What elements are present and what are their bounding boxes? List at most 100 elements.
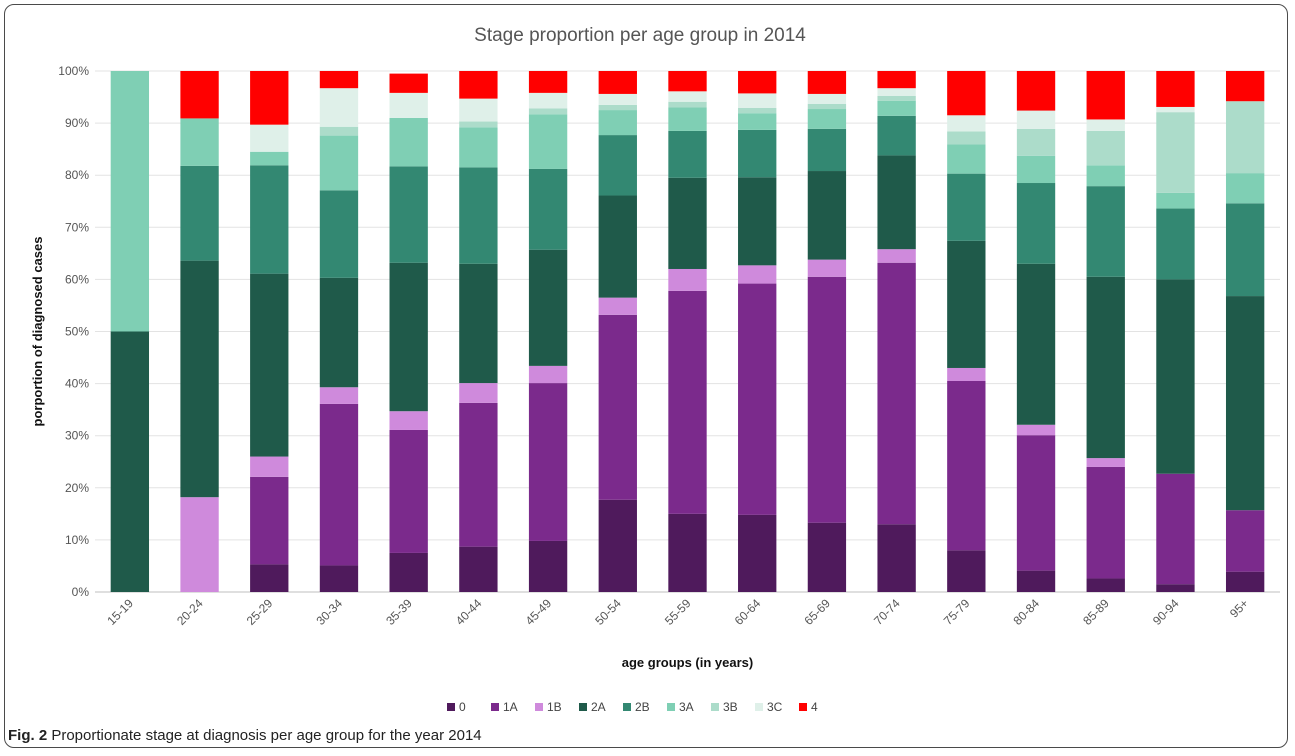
bar-segment-3b <box>877 96 916 101</box>
x-tick-label: 55-59 <box>662 596 694 628</box>
bar-segment-1b <box>250 456 289 477</box>
bar-segment-0 <box>319 565 359 592</box>
x-tick-label: 85-89 <box>1080 596 1112 628</box>
bar-segment-2a <box>180 260 219 498</box>
bar-segment-3a <box>1086 165 1125 187</box>
legend-label-1a: 1A <box>503 700 518 714</box>
bar-segment-1a <box>1156 473 1195 585</box>
bar-segment-1a <box>807 276 847 523</box>
y-tick-label: 100% <box>58 64 89 78</box>
y-tick-label: 40% <box>65 377 89 391</box>
bar-segment-4 <box>1016 71 1056 111</box>
bar-segment-2a <box>1156 279 1195 474</box>
bar-segment-2a <box>319 277 359 388</box>
x-tick-label: 15-19 <box>104 596 136 628</box>
bar-segment-3b <box>528 108 568 115</box>
bar-segment-3c <box>1016 110 1056 129</box>
bar-segment-2b <box>459 167 498 264</box>
bar-segment-3c <box>459 98 498 122</box>
caption-text: Proportionate stage at diagnosis per age… <box>47 727 482 744</box>
bar-segment-3a <box>738 113 777 130</box>
x-tick-label: 65-69 <box>801 596 833 628</box>
bar-segment-1a <box>319 403 359 566</box>
y-tick-label: 0% <box>72 585 90 599</box>
legend-label-4: 4 <box>811 700 818 714</box>
x-tick-label: 45-49 <box>523 596 555 628</box>
bar-segment-3c <box>598 93 637 105</box>
bar-segment-2b <box>389 166 428 263</box>
bar-segment-2b <box>528 168 568 250</box>
bar-segment-1a <box>250 476 289 565</box>
bar-segment-2b <box>180 165 219 261</box>
y-tick-label: 50% <box>65 325 89 339</box>
bar-segment-0 <box>877 524 916 592</box>
legend-swatch-4 <box>799 703 807 711</box>
bar-segment-3a <box>668 107 707 131</box>
y-tick-label: 30% <box>65 429 89 443</box>
bar-segment-2a <box>947 240 986 368</box>
bar-segment-3b <box>738 107 777 114</box>
bar-segment-3b <box>1225 101 1265 174</box>
bar-segment-3b <box>319 126 359 136</box>
legend-swatch-0 <box>447 703 455 711</box>
bar-segment-0 <box>598 499 637 592</box>
bar-segment-1a <box>1225 510 1265 572</box>
bar-segment-1a <box>1086 466 1125 579</box>
legend-swatch-1a <box>491 703 499 711</box>
bar-segment-2a <box>459 263 498 384</box>
bar-segment-1a <box>459 402 498 547</box>
bar-segment-3a <box>459 127 498 168</box>
bar-segment-2b <box>668 130 707 178</box>
bar-segment-1b <box>180 497 219 592</box>
y-tick-label: 10% <box>65 533 89 547</box>
y-axis-label: porportion of diagnosed cases <box>30 237 45 427</box>
bar-segment-0 <box>389 552 428 592</box>
bar-segment-4 <box>250 71 289 125</box>
bar-segment-4 <box>1156 71 1195 107</box>
bar-segment-2b <box>1086 186 1125 277</box>
bar-segment-4 <box>807 71 847 94</box>
bar-segment-2b <box>250 165 289 274</box>
bar-segment-2b <box>319 190 359 278</box>
bar-segment-3b <box>1086 130 1125 166</box>
bar-segment-0 <box>947 550 986 592</box>
legend-swatch-3c <box>755 703 763 711</box>
bar-segment-2b <box>1016 183 1056 264</box>
bar-segment-1b <box>738 265 777 284</box>
bar-segment-1a <box>598 314 637 500</box>
legend-swatch-2b <box>623 703 631 711</box>
bar-segment-3a <box>389 117 428 167</box>
legend-label-3c: 3C <box>767 700 783 714</box>
x-axis-label: age groups (in years) <box>622 655 753 670</box>
bar-segment-1a <box>947 380 986 551</box>
bar-segment-2b <box>877 115 916 156</box>
bar-segment-0 <box>1086 578 1125 592</box>
bar-segment-0 <box>668 513 707 592</box>
bar-segment-1a <box>738 283 777 515</box>
bar-segment-3b <box>1156 112 1195 193</box>
bar-segment-2b <box>1156 208 1195 280</box>
bar-segment-3b <box>459 121 498 128</box>
bar-segment-4 <box>1225 71 1265 102</box>
bar-segment-3a <box>1016 155 1056 184</box>
bar-segment-3c <box>250 124 289 152</box>
x-tick-label: 95+ <box>1227 596 1251 620</box>
bar-segment-4 <box>947 71 986 116</box>
bar-segment-3c <box>668 91 707 102</box>
figure-caption: Fig. 2 Proportionate stage at diagnosis … <box>8 727 482 744</box>
x-tick-label: 25-29 <box>244 596 276 628</box>
bar-segment-2a <box>877 155 916 250</box>
bar-segment-1b <box>389 411 428 430</box>
bar-segment-2b <box>947 173 986 241</box>
x-tick-label: 80-84 <box>1011 596 1043 628</box>
legend-swatch-3a <box>667 703 675 711</box>
bar-segment-2a <box>110 331 150 592</box>
legend-label-1b: 1B <box>547 700 562 714</box>
bar-segment-1b <box>1086 458 1125 467</box>
bar-segment-4 <box>877 71 916 89</box>
bar-segment-1a <box>668 290 707 514</box>
legend-swatch-2a <box>579 703 587 711</box>
bar-segment-1b <box>319 387 359 404</box>
bar-segment-0 <box>459 546 498 592</box>
